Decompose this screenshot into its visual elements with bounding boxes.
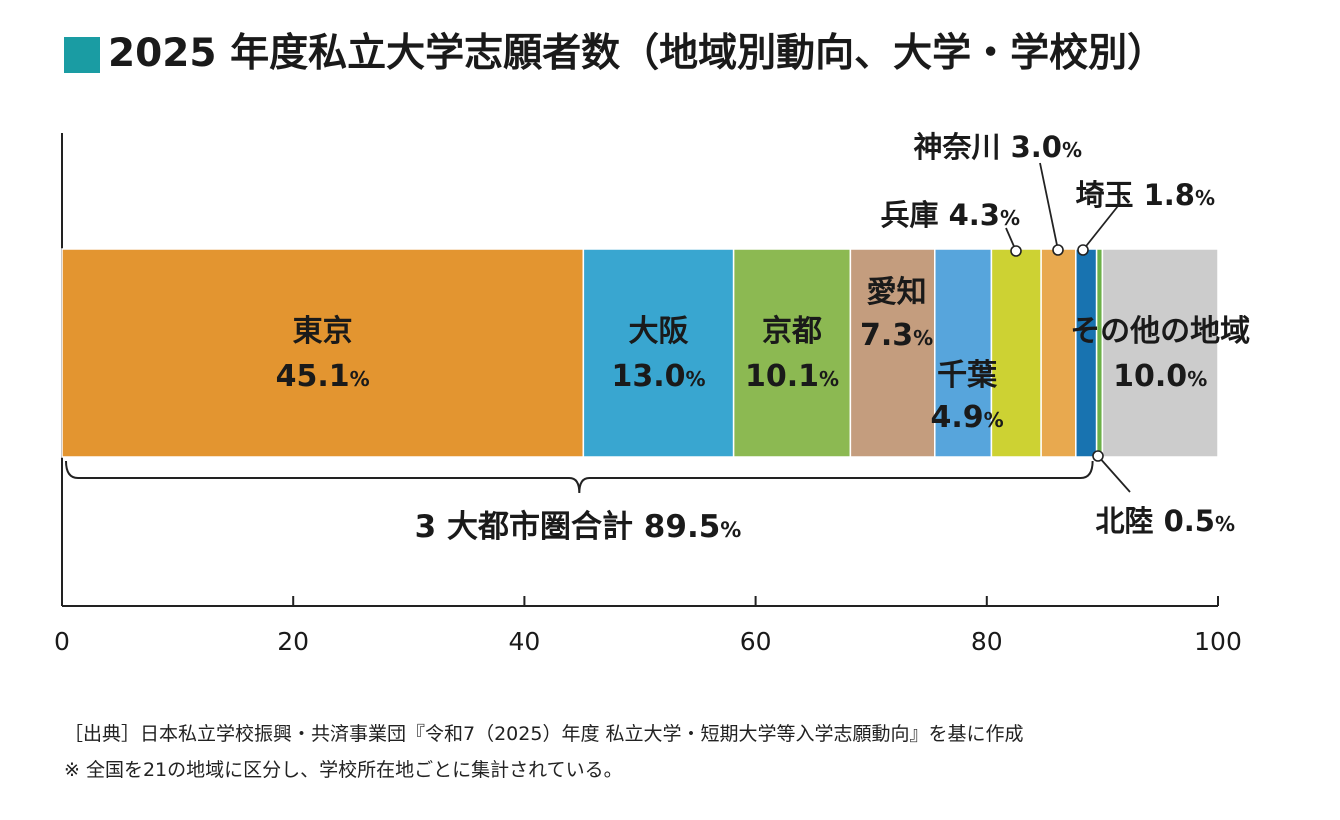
segment-name-label: 東京 (293, 314, 353, 349)
bar-segment-2 (582, 248, 735, 458)
callout-label: 埼玉 1.8% (1075, 178, 1215, 212)
x-tick-label: 0 (54, 627, 70, 656)
chart-title: 2025 年度私立大学志願者数（地域別動向、大学・学校別） (108, 31, 1167, 76)
source-notes: ［出典］日本私立学校振興・共済事業団『令和7（2025）年度 私立大学・短期大学… (64, 716, 1023, 788)
segment-value-label: 4.9% (931, 400, 1004, 435)
bar-segment-6 (990, 248, 1042, 458)
bar-segment-3 (732, 248, 852, 458)
segment-value-label: 10.0% (1113, 359, 1207, 394)
callout-dot (1010, 245, 1022, 257)
chart: 0 20 40 60 80 100 東京 45.1% 大阪 13.0% 京都 10.1% 愛知 7.3%千… (54, 130, 1250, 656)
segment-name-label: 愛知 (867, 275, 927, 310)
bracket-label: 3 大都市圏合計 89.5% (415, 509, 742, 545)
x-tick-label: 100 (1194, 627, 1242, 656)
bar-segment-1 (61, 248, 585, 458)
x-tick-label: 20 (277, 627, 309, 656)
segment-value-label: 13.0% (611, 359, 705, 394)
callout-label: 北陸 0.5% (1095, 504, 1235, 538)
segment-name-label: その他の地域 (1070, 314, 1250, 349)
callout-label: 神奈川 3.0% (913, 130, 1082, 164)
callout-label: 兵庫 4.3% (880, 198, 1020, 232)
callout-leader-line (1039, 162, 1059, 251)
bracket-brace (65, 460, 1094, 494)
x-tick-label: 60 (740, 627, 772, 656)
segment-value-label: 10.1% (745, 359, 839, 394)
segment-name-label: 千葉 (937, 358, 998, 393)
segment-value-label: 45.1% (276, 359, 370, 394)
callout-leader-line (1082, 205, 1119, 251)
scope-note: ※ 全国を21の地域に区分し、学校所在地ごとに集計されている。 (64, 759, 623, 781)
callout-dot (1077, 244, 1089, 256)
bar-segment-9 (1095, 248, 1104, 458)
segment-value-label: 7.3% (860, 318, 933, 353)
x-tick-label: 40 (508, 627, 540, 656)
title-marker (64, 37, 100, 73)
bar-segment-10 (1101, 248, 1219, 458)
callout-dot (1092, 450, 1104, 462)
source-note: ［出典］日本私立学校振興・共済事業団『令和7（2025）年度 私立大学・短期大学… (64, 723, 1024, 745)
bar-segment-7 (1040, 248, 1077, 458)
segment-name-label: 大阪 (628, 314, 688, 349)
callout-dot (1052, 244, 1064, 256)
segment-name-label: 京都 (762, 314, 822, 349)
callout-leader-line (1097, 455, 1131, 493)
x-tick-label: 80 (971, 627, 1003, 656)
bar-segment-8 (1075, 248, 1098, 458)
